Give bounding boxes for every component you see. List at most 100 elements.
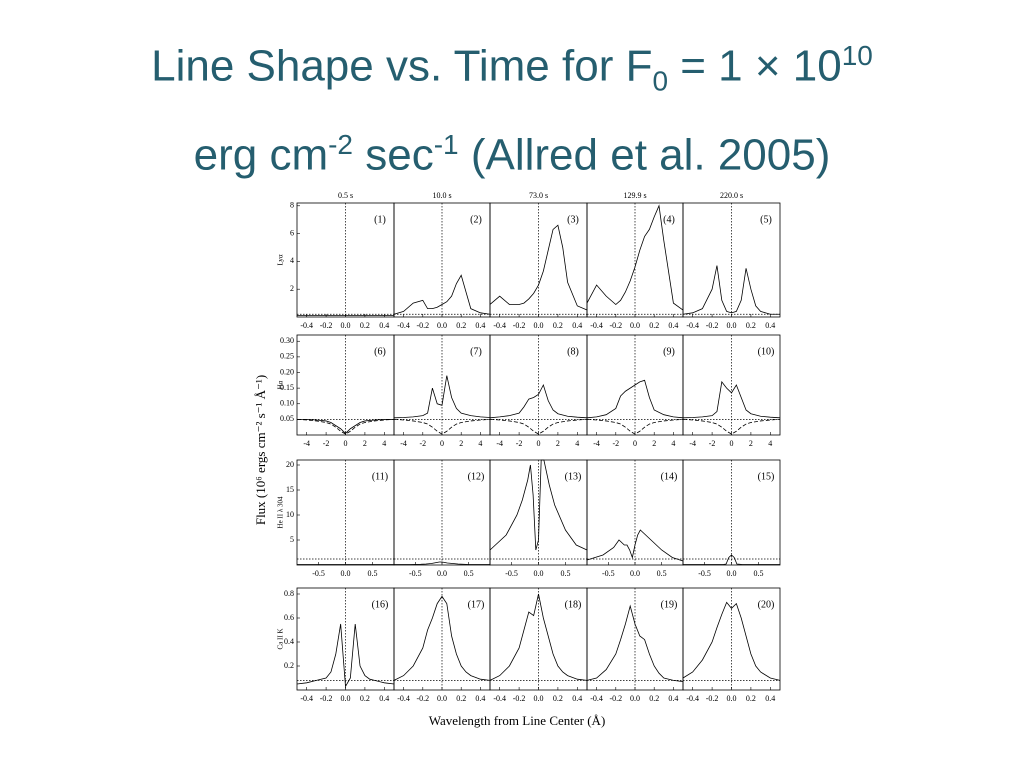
x-tick-label: -0.5 [409,569,422,578]
title-sup: -1 [433,129,459,161]
profile-line [586,529,684,562]
title-text: Line Shape vs. Time for F [151,41,653,91]
slide-title: Line Shape vs. Time for F0 = 1 × 1010 er… [0,24,1024,188]
x-tick-label: 2 [363,439,367,448]
x-tick-label: -0.2 [320,321,333,330]
x-tick-label: -0.4 [397,694,410,703]
profile-line [393,375,491,419]
x-tick-label: 0.4 [765,694,775,703]
x-tick-label: -0.5 [698,569,711,578]
profile-line [682,418,781,435]
x-tick-label: 0.5 [464,569,474,578]
row-label: He II λ 304 [277,496,285,528]
x-tick-label: 0.2 [746,321,756,330]
x-tick-label: -2 [612,439,619,448]
profile-line [297,418,394,434]
y-tick-label: 0.05 [280,414,294,423]
title-line: Line Shape vs. Time for F0 = 1 × 1010 [0,24,1024,113]
x-tick-label: 0.0 [727,694,737,703]
x-tick-label: -4 [496,439,503,448]
x-tick-label: 0.4 [572,694,582,703]
x-tick-label: 0.5 [367,569,377,578]
column-title: 10.0 s [432,191,451,200]
title-text: erg cm [193,131,329,181]
x-tick-label: 0.4 [668,694,678,703]
panel-label: (4) [663,214,675,225]
panel-label: (7) [470,346,482,357]
x-tick-label: 0.0 [437,569,447,578]
profile-line [682,265,780,315]
profile-line [586,204,684,311]
x-tick-label: 0.2 [649,321,659,330]
y-axis-label: Flux (10⁶ ergs cm⁻² s⁻¹ Å⁻¹) [253,375,268,525]
row-label: Ca II K [277,629,285,650]
x-tick-label: 0.0 [630,569,640,578]
title-text: = 1 × 10 [668,41,842,91]
panel-label: (5) [760,214,772,225]
panel-label: (18) [565,599,582,610]
title-sup: -2 [328,129,354,161]
x-tick-label: -0.4 [300,694,313,703]
x-tick-label: 0.5 [657,569,667,578]
x-tick-label: -2 [709,439,716,448]
x-tick-label: 0.2 [360,321,370,330]
x-tick-label: 0.2 [456,321,466,330]
x-tick-label: 2 [749,439,753,448]
x-tick-label: -0.4 [590,694,603,703]
x-tick-label: 0.0 [630,694,640,703]
panel-label: (20) [758,599,775,610]
x-tick-label: 0.4 [572,321,582,330]
profile-line [586,604,684,682]
x-tick-label: -0.2 [513,321,526,330]
x-tick-label: -4 [593,439,600,448]
x-tick-label: 0 [633,439,637,448]
x-tick-label: -0.4 [590,321,603,330]
x-tick-label: 0.2 [553,694,563,703]
y-tick-label: 0.10 [280,399,294,408]
y-tick-label: 15 [286,485,294,494]
profile-line [393,274,491,315]
y-tick-label: 5 [290,535,294,544]
x-tick-label: -0.2 [513,694,526,703]
x-tick-label: 2 [459,439,463,448]
profile-line [393,595,491,681]
x-tick-label: -4 [400,439,407,448]
column-title: 0.5 s [338,191,353,200]
panel-label: (19) [661,599,678,610]
x-tick-label: 0.4 [379,321,389,330]
profile-line [393,418,491,435]
panel-label: (6) [374,346,386,357]
x-tick-label: 0.0 [341,321,351,330]
y-tick-label: 0.6 [284,613,294,622]
x-tick-label: 0.4 [668,321,678,330]
x-tick-label: 0.0 [630,321,640,330]
x-tick-label: 2 [652,439,656,448]
panel-label: (12) [468,471,485,482]
panel-label: (10) [758,346,775,357]
row-label: Lyα [277,254,285,265]
profile-line [296,623,395,688]
title-sup: 10 [841,40,873,71]
x-tick-label: -0.2 [609,321,622,330]
y-tick-label: 0.30 [280,336,294,345]
column-title: 73.0 s [529,191,548,200]
x-tick-label: 0.2 [746,694,756,703]
title-sub: 0 [652,65,669,97]
panel-label: (3) [567,214,579,225]
x-tick-label: -0.2 [706,694,719,703]
column-title: 129.9 s [623,191,646,200]
profile-line [489,383,588,419]
title-text: (Allred et al. 2005) [458,131,831,181]
profile-line [682,601,781,681]
profile-line [394,561,490,565]
panel-label: (8) [567,346,579,357]
x-axis-label: Wavelength from Line Center (Å) [429,713,606,728]
x-tick-label: -2 [323,439,330,448]
panel-label: (17) [468,599,485,610]
x-tick-label: 0.4 [765,321,775,330]
x-tick-label: 0.5 [753,569,763,578]
x-tick-label: 4 [382,439,386,448]
x-tick-label: -0.4 [686,321,699,330]
x-tick-label: -0.2 [416,694,429,703]
panel-label: (13) [565,471,582,482]
